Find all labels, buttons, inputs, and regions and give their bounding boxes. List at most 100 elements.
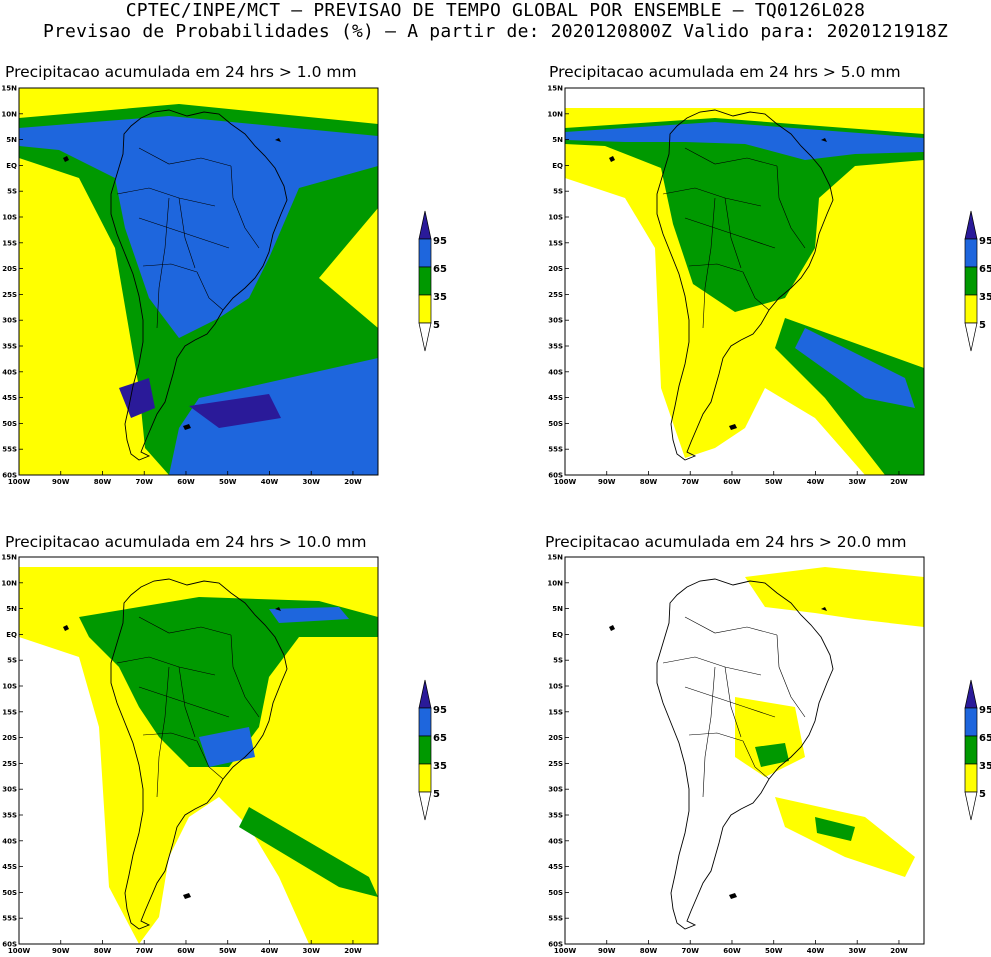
lon-label: 80W [94,478,112,486]
island [183,424,191,430]
island [183,893,191,899]
lon-label: 40W [261,947,279,955]
lat-label: EQ [6,162,17,170]
map-frame [564,556,925,945]
country-border [230,634,260,718]
lat-label: 20S [2,734,17,742]
precip-region-p35 [755,743,789,767]
lat-label: 15S [548,239,563,247]
country-border [178,197,196,269]
lon-label: 50W [219,947,237,955]
country-border [196,740,224,780]
precip-region-p65 [269,607,349,623]
colorbar-10mm: 95 65 35 5 [418,679,447,821]
precip-region-p5 [745,567,924,627]
precip-region-p95 [119,378,155,418]
lat-label: 10S [548,683,563,691]
panel-3-title: Precipitacao acumulada em 24 hrs > 10.0 … [5,533,367,551]
longitude-axis: 100W 90W 80W 70W 60W 50W 40W 30W 20W [8,940,362,955]
island [275,138,281,142]
lon-label: 20W [344,478,362,486]
lat-label: 15S [548,708,563,716]
colorbar-segment-5 [418,294,432,324]
lat-label: 5N [552,136,563,144]
south-america-outline [656,109,834,461]
lon-label: 50W [765,947,783,955]
lat-label: 15N [547,85,563,93]
lat-label: 55S [548,915,563,923]
longitude-axis: 100W 90W 80W 70W 60W 50W 40W 30W 20W [554,471,908,486]
lat-label: 5N [552,605,563,613]
lon-label: 80W [94,947,112,955]
latitude-axis: 15N 10N 5N EQ 5S 10S 15S 20S 25S 30S 35S 40S 45S 50S 5… [547,85,569,480]
lat-label: 5S [7,188,17,196]
colorbar-top-cap [418,679,432,709]
lat-label: 35S [548,812,563,820]
lat-label: 10N [1,579,17,587]
lon-label: 30W [302,478,320,486]
panel-4-title: Precipitacao acumulada em 24 hrs > 20.0 … [545,533,907,551]
lat-label: 35S [2,343,17,351]
lon-label: 100W [554,478,577,486]
colorbar-label: 95 [979,236,991,247]
country-border [178,666,196,738]
lat-label: 45S [548,394,563,402]
map-panel-1mm: 15N 10N 5N EQ 5S 10S 15S 20S 25S 30S 35S 40S 45S 50S 5… [1,85,379,486]
lat-label: 10N [547,110,563,118]
lat-label: 30S [2,786,17,794]
lat-label: 15S [2,708,17,716]
lat-label: 50S [2,889,17,897]
lat-label: 15N [547,554,563,562]
colorbar-segment-65 [964,707,978,737]
lat-label: 25S [548,291,563,299]
lat-label: 30S [2,317,17,325]
latitude-axis: 15N 10N 5N EQ 5S 10S 15S 20S 25S 30S 35S 40S 45S 50S 5… [1,554,23,949]
colorbar-label: 95 [979,705,991,716]
island [821,138,827,142]
country-border [776,165,806,249]
island [63,625,69,631]
country-border [196,271,224,311]
colorbar-top-cap [418,210,432,240]
land-outlines [63,109,288,461]
precip-region-p35 [815,817,855,841]
country-border [742,740,770,780]
map-frame [18,87,379,476]
lon-label: 70W [681,478,699,486]
country-border [724,666,742,738]
lon-label: 20W [890,478,908,486]
panel-2-title: Precipitacao acumulada em 24 hrs > 5.0 m… [549,63,901,81]
country-border [156,197,170,329]
figure-subtitle: Previsao de Probabilidades (%) – A parti… [42,21,949,42]
country-border [662,656,762,676]
island [609,625,615,631]
lat-label: 5N [6,136,17,144]
panel-1-title: Precipitacao acumulada em 24 hrs > 1.0 m… [5,63,357,81]
figure-title: CPTEC/INPE/MCT – PREVISAO DE TEMPO GLOBA… [125,0,866,21]
lat-label: 5S [553,657,563,665]
lat-label: 25S [2,760,17,768]
longitude-axis: 100W 90W 80W 70W 60W 50W 40W 30W 20W [554,940,908,955]
precip-regions [19,567,378,944]
colorbar-segment-65 [964,238,978,268]
lon-label: 90W [598,478,616,486]
colorbar-bottom-cap [418,322,432,352]
lat-label: 40S [548,837,563,845]
lat-label: 40S [548,368,563,376]
lat-label: 60S [548,472,563,480]
lat-label: EQ [6,631,17,639]
precip-regions [19,88,378,475]
colorbar-label: 95 [433,236,447,247]
country-border [724,197,742,269]
lat-label: 55S [2,915,17,923]
lon-label: 40W [261,478,279,486]
colorbar-segment-5 [964,763,978,793]
colorbar-segment-35 [964,735,978,765]
lat-label: 10N [1,110,17,118]
lat-label: 20S [548,265,563,273]
colorbar-segment-35 [964,266,978,296]
longitude-axis: 100W 90W 80W 70W 60W 50W 40W 30W 20W [8,471,362,486]
lat-label: 10N [547,579,563,587]
lon-label: 80W [640,947,658,955]
map-frame [564,87,925,476]
